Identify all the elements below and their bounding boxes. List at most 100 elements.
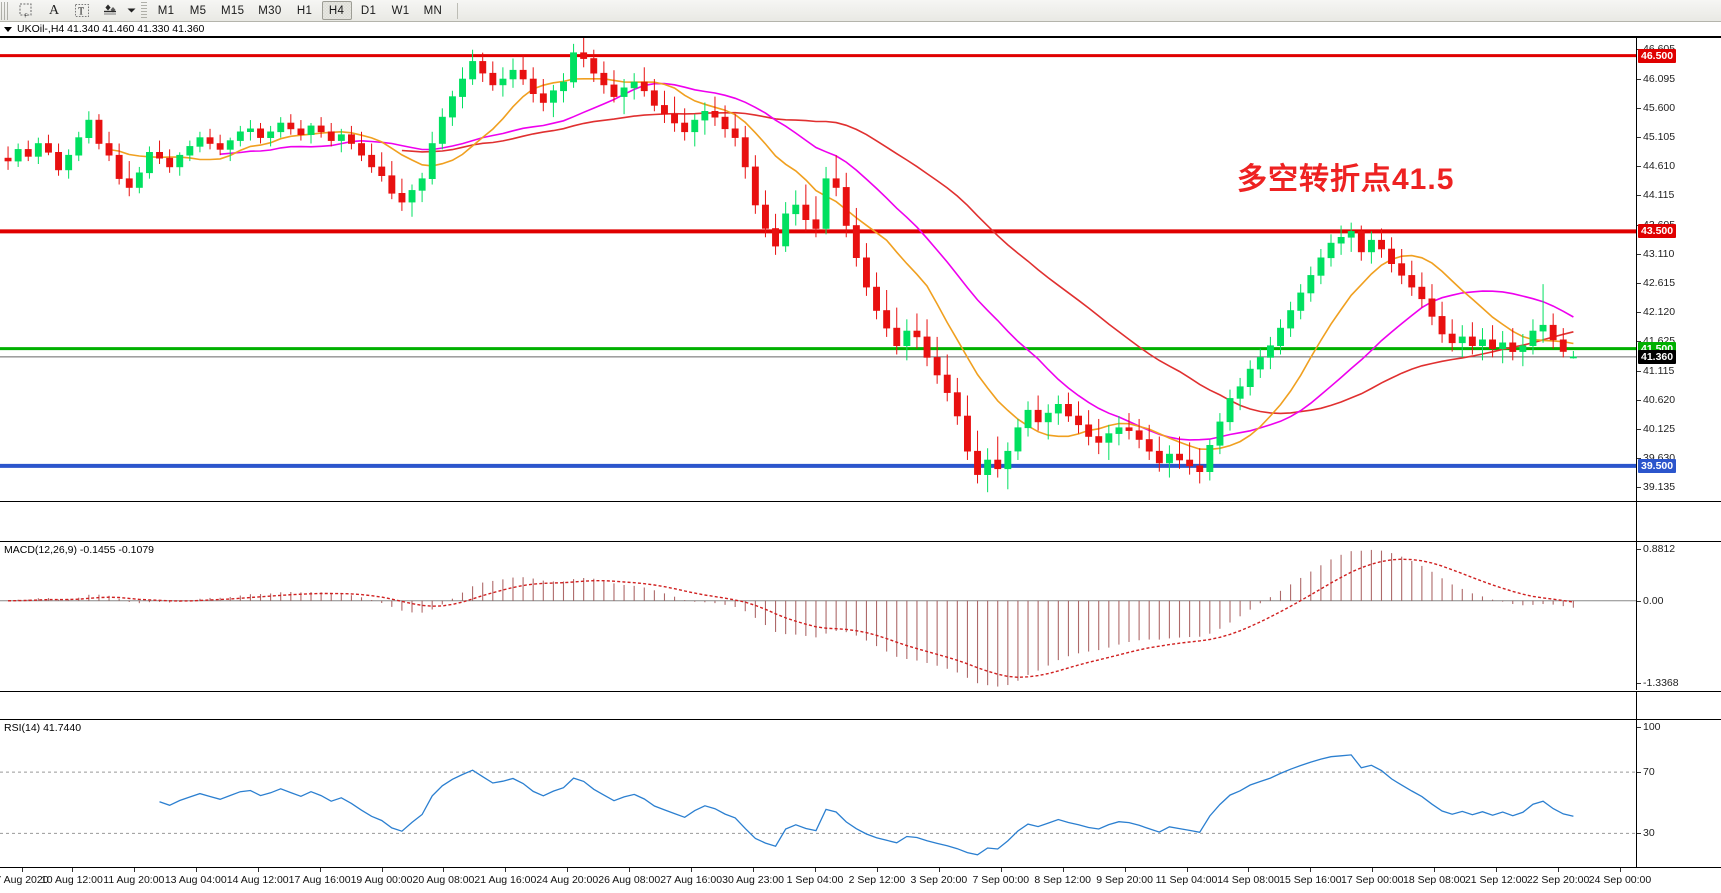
price-tick-mark: [1637, 458, 1641, 460]
price-chart-panel[interactable]: 多空转折点41.5 46.60546.09545.60045.10544.610…: [0, 37, 1721, 501]
price-tick: 40.125: [1643, 423, 1676, 436]
time-axis-label: 24 Aug 20:00: [536, 874, 599, 886]
macd-tick-mark: [1637, 549, 1641, 550]
price-axis[interactable]: 46.60546.09545.60045.10544.61044.11543.6…: [1636, 38, 1721, 501]
time-axis-tick-mark: [691, 868, 693, 872]
macd-tick: 0.8812: [1643, 543, 1676, 555]
symbol-info-bar: UKOil-,H4 41.340 41.460 41.330 41.360: [0, 22, 1721, 37]
time-axis-tick-mark: [71, 868, 73, 872]
time-axis-tick-mark: [133, 868, 135, 872]
price-tick: 42.615: [1643, 277, 1676, 290]
price-plot-area[interactable]: 多空转折点41.5: [0, 38, 1636, 501]
timeframe-M1[interactable]: M1: [157, 4, 175, 17]
price-tick: 45.600: [1643, 102, 1676, 115]
resistance-tag-43500[interactable]: 43.500: [1638, 224, 1677, 239]
time-axis-tick-mark: [815, 868, 816, 872]
macd-axis: 0.8812 0.00 -1.3368: [1636, 542, 1721, 690]
price-tick-mark: [1637, 400, 1641, 402]
time-axis-label: 21 Sep 12:00: [1464, 874, 1528, 886]
price-tick-mark: [1637, 371, 1641, 373]
price-tick: 44.610: [1643, 160, 1676, 173]
collapse-triangle-icon[interactable]: [4, 26, 12, 32]
price-tick-mark: [1637, 487, 1641, 489]
macd-plot-area[interactable]: MACD(12,26,9) -0.1455 -0.1079: [0, 542, 1636, 690]
time-axis-label: 9 Sep 20:00: [1096, 874, 1153, 886]
time-axis-tick-mark: [443, 868, 445, 872]
time-axis-label: 11 Aug 20:00: [103, 874, 165, 886]
price-candles-svg: [0, 38, 1636, 493]
timeframe-M30[interactable]: M30: [258, 4, 282, 17]
price-tick-mark: [1637, 195, 1641, 197]
toolbar-drag-handle[interactable]: [1, 1, 10, 20]
time-axis-tick-mark: [1124, 868, 1126, 872]
price-tick: 45.105: [1643, 131, 1676, 144]
timeframe-MN[interactable]: MN: [423, 4, 443, 17]
time-axis-tick-mark: [505, 868, 507, 872]
time-axis-label: 14 Aug 12:00: [226, 874, 289, 886]
panel-separator-1: [0, 501, 1721, 542]
price-tick-mark: [1637, 312, 1641, 314]
rsi-panel[interactable]: RSI(14) 41.7440 100 70 30: [0, 719, 1721, 867]
price-tick-mark: [1637, 79, 1641, 81]
timeframe-H4[interactable]: H4: [321, 1, 352, 20]
price-tick: 40.620: [1643, 394, 1676, 407]
time-axis-tick-mark: [1434, 868, 1436, 872]
time-axis-tick-mark: [1186, 868, 1188, 872]
time-axis-label: 13 Aug 04:00: [164, 874, 227, 886]
time-axis-label: 17 Sep 00:00: [1341, 874, 1404, 886]
time-axis-tick-mark: [1248, 868, 1250, 872]
time-axis-tick-mark: [938, 868, 940, 872]
time-axis-tick-mark: [1496, 868, 1498, 872]
rsi-series-svg: [0, 754, 1636, 856]
time-axis-label: 2 Sep 12:00: [848, 874, 906, 886]
time-axis[interactable]: 7 Aug 2020 10 Aug 12:00 11 Aug 20:00 13 Aug…: [0, 867, 1721, 893]
time-axis-label: 26 Aug 08:00: [598, 874, 661, 886]
time-axis-tick-mark: [629, 868, 631, 872]
macd-tick: 0.00: [1643, 594, 1664, 607]
macd-series-svg: [0, 549, 1636, 687]
resistance-tag-46500[interactable]: 46.500: [1638, 48, 1677, 63]
rsi-tick: 30: [1643, 827, 1655, 840]
time-axis-tick-mark: [257, 868, 259, 872]
chart-annotation-text: 多空转折点41.5: [1237, 163, 1455, 196]
crosshair-icon[interactable]: F: [13, 1, 39, 21]
time-axis-label: 17 Aug 16:00: [288, 874, 351, 886]
macd-label: MACD(12,26,9) -0.1455 -0.1079: [4, 544, 154, 556]
price-tick: 39.135: [1643, 481, 1676, 494]
time-axis-tick-mark: [1000, 868, 1002, 872]
time-axis-label: 7 Sep 00:00: [972, 874, 1030, 886]
support-tag-39500[interactable]: 39.500: [1638, 458, 1677, 473]
text-label-icon[interactable]: T: [69, 1, 95, 21]
timeframe-M15[interactable]: M15: [221, 4, 245, 17]
rsi-tick-mark: [1637, 833, 1641, 835]
symbol-ohlc-text: UKOil-,H4 41.340 41.460 41.330 41.360: [17, 23, 205, 35]
macd-tick: -1.3368: [1643, 677, 1679, 689]
objects-icon[interactable]: [97, 1, 123, 21]
time-axis-label: 27 Aug 16:00: [660, 874, 723, 886]
text-tool-icon[interactable]: A: [48, 2, 60, 18]
time-axis-label: 24 Sep 00:00: [1588, 874, 1652, 886]
timeframe-D1[interactable]: D1: [360, 4, 377, 17]
time-axis-label: 1 Sep 04:00: [786, 874, 844, 886]
main-toolbar: F A T M1 M5 M15 M30 H1 H4 D1: [0, 0, 1721, 22]
time-axis-label: 15 Sep 16:00: [1279, 874, 1342, 886]
rsi-tick-mark: [1637, 727, 1641, 728]
price-tick-mark: [1637, 108, 1641, 110]
price-tick: 44.115: [1643, 189, 1675, 202]
current-price-tag[interactable]: 41.360: [1638, 349, 1677, 364]
time-axis-tick-mark: [876, 868, 878, 872]
objects-dropdown-caret-icon[interactable]: [125, 1, 138, 21]
rsi-axis: 100 70 30: [1636, 720, 1721, 867]
time-axis-tick-mark: [1062, 868, 1064, 872]
price-tick: 46.095: [1643, 73, 1676, 86]
macd-tick-mark: [1637, 600, 1641, 602]
rsi-plot-area[interactable]: RSI(14) 41.7440: [0, 720, 1636, 867]
time-axis-tick-mark: [1310, 868, 1312, 872]
macd-tick-mark: [1637, 683, 1641, 684]
time-axis-label: 30 Aug 23:00: [722, 874, 785, 886]
macd-panel[interactable]: MACD(12,26,9) -0.1455 -0.1079 0.8812 0.00…: [0, 541, 1721, 690]
timeframe-W1[interactable]: W1: [391, 4, 410, 17]
price-tick: 41.115: [1643, 365, 1675, 378]
timeframe-H1[interactable]: H1: [296, 4, 313, 17]
timeframe-M5[interactable]: M5: [189, 4, 207, 17]
